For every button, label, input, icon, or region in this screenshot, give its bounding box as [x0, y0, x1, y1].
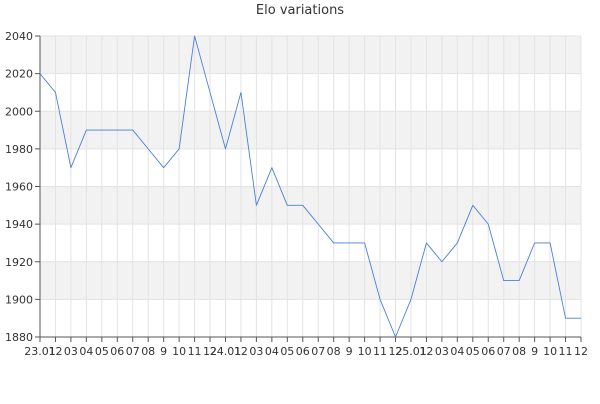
x-tick-label: 05	[466, 345, 480, 358]
grid-band	[40, 261, 581, 300]
y-tick-label: 1900	[5, 293, 33, 306]
x-tick-label: 08	[327, 345, 341, 358]
x-tick-label: 12	[574, 345, 588, 358]
x-tick-label: 04	[450, 345, 464, 358]
x-tick-label: 12	[419, 345, 433, 358]
x-tick-label: 07	[497, 345, 511, 358]
x-tick-label: 05	[280, 345, 294, 358]
y-tick-label: 2020	[5, 68, 33, 81]
x-tick-label: 04	[265, 345, 279, 358]
y-tick-label: 1940	[5, 218, 33, 231]
y-tick-label: 1980	[5, 143, 33, 156]
x-tick-label: 9	[531, 345, 538, 358]
y-tick-label: 1880	[5, 331, 33, 344]
y-tick-label: 2000	[5, 105, 33, 118]
y-tick-label: 2040	[5, 30, 33, 43]
x-tick-label: 10	[543, 345, 557, 358]
x-tick-label: 06	[481, 345, 495, 358]
x-tick-label: 03	[435, 345, 449, 358]
x-tick-label: 9	[160, 345, 167, 358]
x-tick-label: 06	[296, 345, 310, 358]
x-tick-label: 12	[234, 345, 248, 358]
y-tick-label: 1920	[5, 256, 33, 269]
x-tick-label: 08	[141, 345, 155, 358]
grid-band	[40, 186, 581, 225]
x-tick-label: 06	[110, 345, 124, 358]
series-line	[39, 35, 581, 338]
x-tick-label: 12	[48, 345, 62, 358]
x-tick-label: 9	[346, 345, 353, 358]
x-tick-label: 04	[79, 345, 93, 358]
x-tick-label: 12	[389, 345, 403, 358]
x-tick-label: 08	[512, 345, 526, 358]
x-tick-label: 23.01	[24, 345, 56, 358]
y-tick-label: 1960	[5, 181, 33, 194]
x-tick-label: 25.01	[395, 345, 427, 358]
x-tick-label: 03	[249, 345, 263, 358]
x-tick-label: 05	[95, 345, 109, 358]
x-tick-label: 07	[126, 345, 140, 358]
x-tick-label: 10	[172, 345, 186, 358]
x-tick-label: 07	[311, 345, 325, 358]
x-tick-label: 24.01	[210, 345, 242, 358]
x-tick-label: 10	[358, 345, 372, 358]
chart-title: Elo variations	[255, 3, 345, 18]
grid-band	[40, 36, 581, 74]
x-tick-label: 03	[64, 345, 78, 358]
x-tick-label: 11	[373, 345, 387, 358]
x-tick-label: 11	[188, 345, 202, 358]
x-tick-label: 11	[559, 345, 573, 358]
x-tick-label: 12	[203, 345, 217, 358]
